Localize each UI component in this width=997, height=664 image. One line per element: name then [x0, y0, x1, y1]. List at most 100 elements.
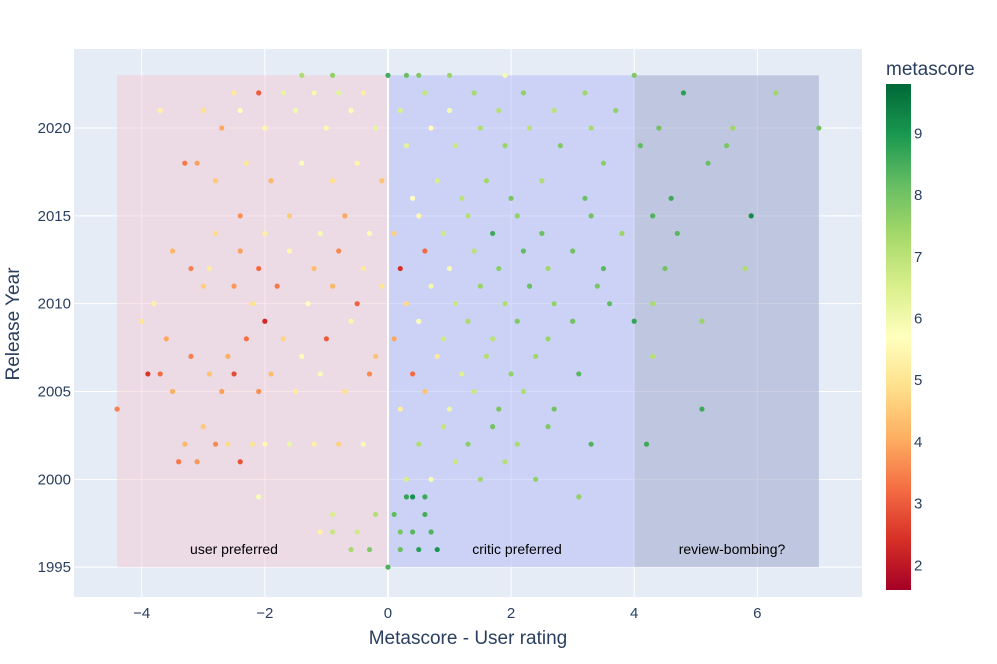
data-point — [520, 90, 527, 96]
data-point — [446, 107, 453, 114]
data-point — [551, 107, 557, 114]
data-point — [360, 441, 366, 447]
data-point — [219, 388, 225, 395]
data-point — [311, 441, 317, 447]
data-point — [403, 143, 410, 149]
data-point — [502, 143, 508, 149]
data-point — [366, 546, 373, 553]
data-point — [329, 529, 336, 535]
data-point — [742, 265, 748, 272]
data-point — [588, 125, 594, 131]
data-point — [416, 318, 422, 324]
data-point — [539, 178, 545, 184]
data-point — [409, 494, 416, 500]
data-point — [397, 107, 403, 114]
data-point — [256, 90, 262, 96]
data-point — [151, 301, 157, 307]
data-point — [323, 336, 330, 342]
data-point — [342, 213, 348, 219]
data-point — [280, 90, 286, 96]
x-tick-label: 4 — [630, 605, 638, 622]
data-point — [397, 265, 403, 272]
data-point — [471, 90, 477, 96]
colorbar-ticks: 2 3 4 5 6 7 8 9 — [914, 125, 922, 574]
data-point — [280, 336, 286, 342]
data-point — [588, 441, 594, 447]
data-point — [114, 406, 120, 412]
data-point — [329, 178, 336, 184]
data-point — [311, 90, 317, 96]
data-point — [212, 178, 219, 184]
data-point — [446, 406, 453, 412]
data-point — [262, 441, 268, 447]
colorbar-tick-label: 9 — [914, 125, 922, 142]
data-point — [539, 230, 545, 237]
data-point — [354, 160, 360, 166]
annotation-user-preferred: user preferred — [190, 541, 278, 557]
colorbar-tick-label: 4 — [914, 434, 922, 451]
data-point — [508, 195, 514, 201]
data-point — [249, 301, 256, 307]
data-point — [237, 248, 243, 254]
data-point — [496, 265, 502, 272]
data-point — [206, 265, 213, 272]
data-point — [446, 265, 453, 272]
x-axis-title: Metascore - User rating — [369, 628, 568, 649]
x-tick-label: 6 — [753, 605, 761, 622]
data-point — [545, 424, 551, 430]
data-point — [422, 494, 428, 500]
data-point — [748, 213, 754, 219]
data-point — [305, 301, 311, 307]
data-point — [403, 476, 410, 482]
data-point — [231, 371, 237, 377]
data-point — [650, 353, 656, 359]
data-point — [576, 371, 582, 377]
y-tick-label: 2015 — [38, 208, 71, 225]
data-point — [348, 107, 354, 114]
data-point — [606, 301, 613, 307]
colorbar — [886, 84, 911, 590]
data-point — [533, 353, 539, 359]
data-point — [286, 441, 293, 447]
x-axis-ticks: −4 −2 0 2 4 6 — [133, 605, 761, 622]
data-point — [490, 230, 496, 237]
data-point — [219, 125, 225, 131]
data-point — [508, 371, 514, 377]
data-point — [576, 494, 582, 500]
data-point — [650, 301, 656, 307]
data-point — [422, 248, 428, 254]
data-point — [600, 160, 607, 166]
colorbar-tick-label: 3 — [914, 496, 922, 513]
data-point — [465, 213, 471, 219]
data-point — [440, 336, 446, 342]
data-point — [206, 371, 213, 377]
data-point — [237, 213, 243, 219]
data-point — [342, 388, 348, 395]
data-point — [268, 371, 274, 377]
data-point — [200, 283, 206, 289]
data-point — [465, 318, 471, 324]
y-tick-label: 2010 — [38, 296, 71, 313]
data-point — [299, 72, 305, 78]
data-point — [188, 265, 194, 272]
data-point — [459, 195, 465, 201]
y-tick-label: 2005 — [38, 384, 71, 401]
data-point — [600, 265, 607, 272]
data-point — [502, 72, 508, 78]
data-point — [699, 318, 705, 324]
data-point — [317, 529, 323, 535]
data-point — [262, 318, 268, 324]
data-point — [385, 564, 391, 570]
data-point — [588, 213, 594, 219]
colorbar-title: metascore — [886, 59, 975, 80]
data-point — [182, 160, 188, 166]
data-point — [360, 90, 366, 96]
data-point — [169, 248, 176, 254]
data-point — [514, 441, 520, 447]
data-point — [249, 441, 256, 447]
data-point — [194, 459, 200, 465]
data-point — [471, 248, 477, 254]
data-point — [416, 72, 422, 78]
data-point — [293, 107, 299, 114]
